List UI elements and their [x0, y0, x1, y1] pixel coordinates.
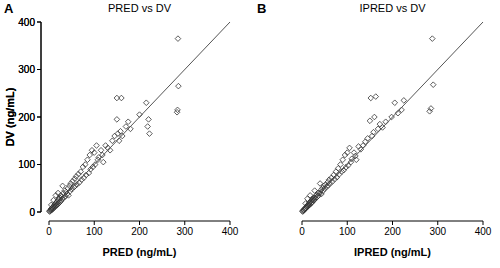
- y-tick: [37, 212, 41, 213]
- x-axis-label: PRED (ng/mL): [103, 246, 177, 258]
- point: [176, 83, 182, 89]
- point: [371, 129, 377, 135]
- point: [92, 162, 98, 168]
- point: [333, 169, 339, 175]
- y-tick: [37, 69, 41, 70]
- point: [60, 183, 66, 189]
- panel-label: A: [4, 1, 14, 16]
- plot-area: [300, 22, 483, 214]
- x-tick-label: 300: [176, 226, 193, 237]
- x-tick: [347, 221, 348, 225]
- point: [430, 36, 436, 42]
- point: [358, 147, 364, 153]
- point: [367, 118, 373, 124]
- x-tick: [392, 221, 393, 225]
- title: PRED vs DV: [108, 2, 172, 14]
- point: [86, 170, 92, 176]
- point: [368, 95, 374, 101]
- x-tick: [184, 221, 185, 225]
- x-tick: [94, 221, 95, 225]
- figure: A PRED vs DV 0 100 200 300 400 0 100 200 300 400 PRE…: [0, 0, 500, 268]
- point: [146, 117, 152, 123]
- y-tick-label: 300: [18, 64, 35, 75]
- point: [305, 196, 311, 202]
- point: [125, 119, 131, 125]
- x-tick: [437, 221, 438, 225]
- y-tick: [37, 212, 41, 213]
- point: [347, 145, 353, 151]
- point: [307, 193, 313, 199]
- point: [112, 133, 118, 139]
- plot-area: [47, 22, 230, 214]
- x-tick: [49, 221, 50, 225]
- x-tick-label: 300: [429, 226, 446, 237]
- point: [373, 94, 379, 100]
- point: [114, 117, 120, 123]
- point: [392, 100, 398, 106]
- x-tick: [139, 221, 140, 225]
- point: [377, 121, 383, 127]
- y-axis-label: DV (ng/mL): [4, 87, 16, 146]
- point: [354, 157, 360, 163]
- y-tick-label: 0: [29, 207, 35, 218]
- point: [147, 131, 153, 137]
- point: [427, 109, 433, 115]
- x-tick-label: 200: [131, 226, 148, 237]
- x-tick: [230, 221, 231, 225]
- point: [143, 100, 149, 106]
- y-tick-label: 0: [29, 207, 35, 218]
- x-tick-label: 100: [339, 226, 356, 237]
- point: [94, 143, 100, 149]
- point: [175, 36, 181, 42]
- point: [174, 109, 180, 115]
- y-tick-label: 200: [18, 112, 35, 123]
- y-tick: [37, 22, 41, 23]
- point: [119, 95, 125, 101]
- x-tick: [302, 221, 303, 225]
- identity-line: [302, 22, 483, 212]
- point: [317, 181, 323, 187]
- y-tick-label: 100: [18, 159, 35, 170]
- point: [91, 150, 97, 156]
- y-tick-label: 400: [18, 17, 35, 28]
- y-tick: [37, 22, 41, 23]
- panel: B IPRED vs DV 0 100 200 300 400 0 100 200 300 400 IP…: [4, 1, 492, 258]
- point: [98, 147, 104, 153]
- point: [372, 114, 378, 120]
- y-tick-label: 400: [18, 17, 35, 28]
- x-tick: [483, 221, 484, 225]
- x-tick-label: 0: [299, 226, 305, 237]
- x-tick-label: 0: [46, 226, 52, 237]
- title: IPRED vs DV: [359, 2, 426, 14]
- point: [100, 152, 106, 158]
- point: [145, 124, 151, 130]
- y-tick-label: 300: [18, 64, 35, 75]
- point: [101, 159, 107, 165]
- y-tick: [37, 117, 41, 118]
- x-tick-label: 400: [475, 226, 492, 237]
- y-tick: [37, 69, 41, 70]
- x-axis-label: IPRED (ng/mL): [354, 246, 431, 258]
- y-tick-label: 200: [18, 112, 35, 123]
- y-tick-label: 100: [18, 159, 35, 170]
- y-axis-label: DV (ng/mL): [4, 87, 16, 146]
- y-tick: [37, 164, 41, 165]
- identity-line: [49, 22, 230, 212]
- y-tick: [37, 117, 41, 118]
- y-tick: [37, 164, 41, 165]
- point: [325, 183, 331, 189]
- x-tick-label: 200: [384, 226, 401, 237]
- point: [55, 190, 61, 196]
- x-tick-label: 100: [86, 226, 103, 237]
- point: [389, 114, 395, 120]
- point: [120, 133, 126, 139]
- panel: A PRED vs DV 0 100 200 300 400 0 100 200 300 400 PRE…: [4, 1, 239, 258]
- point: [430, 82, 436, 88]
- panel-label: B: [257, 1, 266, 16]
- x-tick-label: 400: [222, 226, 239, 237]
- point: [48, 202, 54, 208]
- point: [401, 98, 407, 104]
- point: [312, 188, 318, 194]
